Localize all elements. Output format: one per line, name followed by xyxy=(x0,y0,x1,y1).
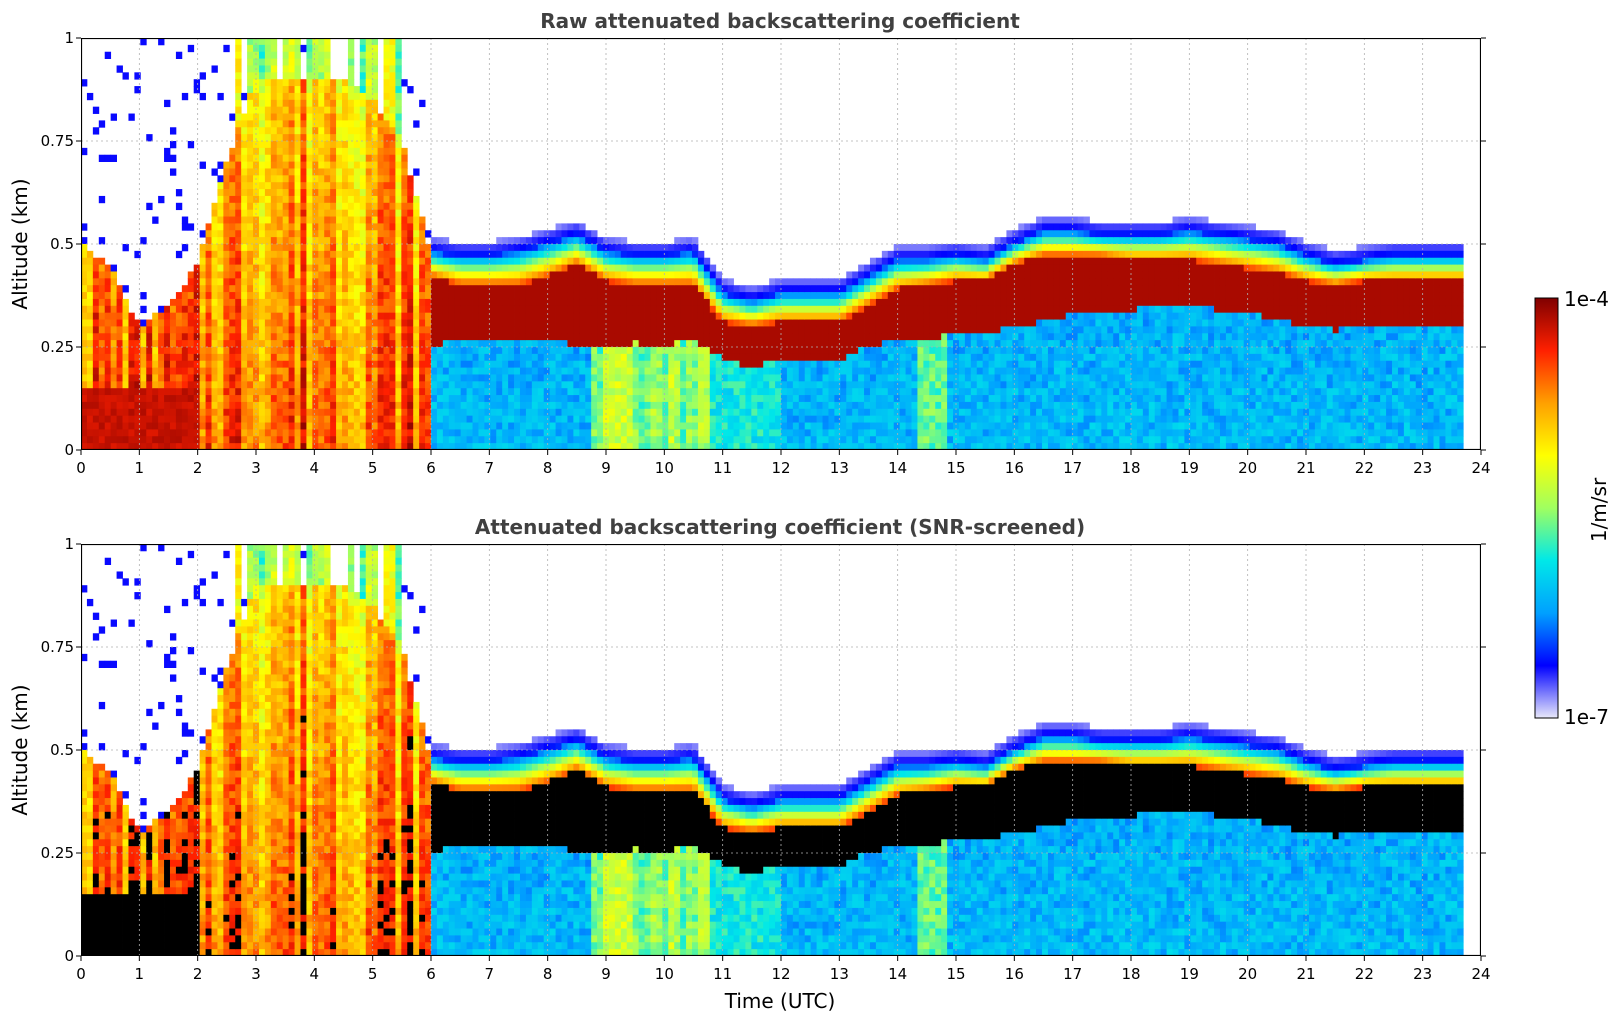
x-axis-label: Time (UTC) xyxy=(724,989,836,1013)
x-tick-label: 21 xyxy=(1296,965,1315,983)
x-tick-label: 5 xyxy=(368,965,378,983)
x-tick-label: 23 xyxy=(1413,965,1432,983)
x-tick-label: 11 xyxy=(713,459,732,477)
x-tick-label: 17 xyxy=(1063,459,1082,477)
x-tick-label: 22 xyxy=(1355,965,1374,983)
x-tick-label: 8 xyxy=(543,965,553,983)
x-tick-label: 2 xyxy=(193,965,203,983)
x-tick-label: 12 xyxy=(771,965,790,983)
colorbar-min-label: 1e-7 xyxy=(1564,705,1609,729)
x-tick-label: 3 xyxy=(251,965,261,983)
x-tick-label: 22 xyxy=(1355,459,1374,477)
x-tick-label: 21 xyxy=(1296,459,1315,477)
x-tick-label: 4 xyxy=(310,459,320,477)
x-tick-label: 8 xyxy=(543,459,553,477)
x-tick-label: 16 xyxy=(1005,965,1024,983)
x-tick-label: 20 xyxy=(1238,965,1257,983)
panel-screened-plot xyxy=(81,544,1481,956)
panel-screened-title: Attenuated backscattering coefficient (S… xyxy=(475,515,1085,539)
x-tick-label: 20 xyxy=(1238,459,1257,477)
panel-screened: Attenuated backscattering coefficient (S… xyxy=(8,515,1491,1013)
y-tick-label: 0.75 xyxy=(41,132,74,150)
panel-raw-heatmap xyxy=(81,38,1464,450)
panel-raw-ylabel: Altitude (km) xyxy=(8,178,32,309)
x-tick-label: 16 xyxy=(1005,459,1024,477)
y-tick-label: 0 xyxy=(64,441,74,459)
x-tick-label: 2 xyxy=(193,459,203,477)
x-tick-label: 13 xyxy=(830,459,849,477)
panel-raw-grid xyxy=(81,38,1481,450)
x-tick-label: 1 xyxy=(135,965,145,983)
colorbar: 1e-4 1e-7 1/m/sr xyxy=(1534,287,1611,729)
x-tick-label: 0 xyxy=(76,459,86,477)
x-tick-label: 24 xyxy=(1471,459,1490,477)
y-tick-label: 0.5 xyxy=(50,235,74,253)
x-tick-label: 18 xyxy=(1121,965,1140,983)
x-tick-label: 18 xyxy=(1121,459,1140,477)
x-tick-label: 4 xyxy=(310,965,320,983)
x-tick-label: 15 xyxy=(946,459,965,477)
x-tick-label: 1 xyxy=(135,459,145,477)
y-tick-label: 0.25 xyxy=(41,844,74,862)
x-tick-label: 23 xyxy=(1413,459,1432,477)
colorbar-gradient xyxy=(1534,297,1559,719)
y-tick-label: 0.75 xyxy=(41,638,74,656)
x-tick-label: 7 xyxy=(485,965,495,983)
x-tick-label: 0 xyxy=(76,965,86,983)
panel-raw-plot xyxy=(81,38,1481,450)
colorbar-label: 1/m/sr xyxy=(1587,477,1611,542)
x-tick-label: 3 xyxy=(251,459,261,477)
panel-screened-ylabel: Altitude (km) xyxy=(8,684,32,815)
y-tick-label: 0.5 xyxy=(50,741,74,759)
panel-raw-title: Raw attenuated backscattering coefficien… xyxy=(540,9,1020,33)
panel-raw-x-ticks: 0 1 2 3 4 5 6 7 8 9 10 11 12 13 14 15 16 17 18 19 20 21 22 23 24 xyxy=(76,450,1491,477)
colorbar-max-label: 1e-4 xyxy=(1564,287,1609,311)
x-tick-label: 14 xyxy=(888,965,907,983)
y-tick-label: 1 xyxy=(64,535,74,553)
x-tick-label: 6 xyxy=(426,965,436,983)
panel-raw-y-ticks: 0 0.25 0.5 0.75 1 xyxy=(41,29,1486,459)
panel-screened-x-ticks: 0 1 2 3 4 5 6 7 8 9 10 11 12 13 14 15 16 17 18 19 20 21 22 23 24 xyxy=(76,956,1491,983)
x-tick-label: 11 xyxy=(713,965,732,983)
x-tick-label: 19 xyxy=(1180,965,1199,983)
x-tick-label: 14 xyxy=(888,459,907,477)
x-tick-label: 19 xyxy=(1180,459,1199,477)
y-tick-label: 1 xyxy=(64,29,74,47)
panel-raw: Raw attenuated backscattering coefficien… xyxy=(8,9,1491,477)
x-tick-label: 6 xyxy=(426,459,436,477)
x-tick-label: 12 xyxy=(771,459,790,477)
x-tick-label: 24 xyxy=(1471,965,1490,983)
y-tick-label: 0 xyxy=(64,947,74,965)
panel-screened-y-ticks: 0 0.25 0.5 0.75 1 xyxy=(41,535,1486,965)
panel-screened-grid xyxy=(81,544,1481,956)
x-tick-label: 9 xyxy=(601,965,611,983)
x-tick-label: 13 xyxy=(830,965,849,983)
x-tick-label: 5 xyxy=(368,459,378,477)
x-tick-label: 10 xyxy=(655,459,674,477)
x-tick-label: 15 xyxy=(946,965,965,983)
panel-screened-heatmap xyxy=(81,544,1464,956)
x-tick-label: 7 xyxy=(485,459,495,477)
x-tick-label: 10 xyxy=(655,965,674,983)
y-tick-label: 0.25 xyxy=(41,338,74,356)
x-tick-label: 17 xyxy=(1063,965,1082,983)
x-tick-label: 9 xyxy=(601,459,611,477)
